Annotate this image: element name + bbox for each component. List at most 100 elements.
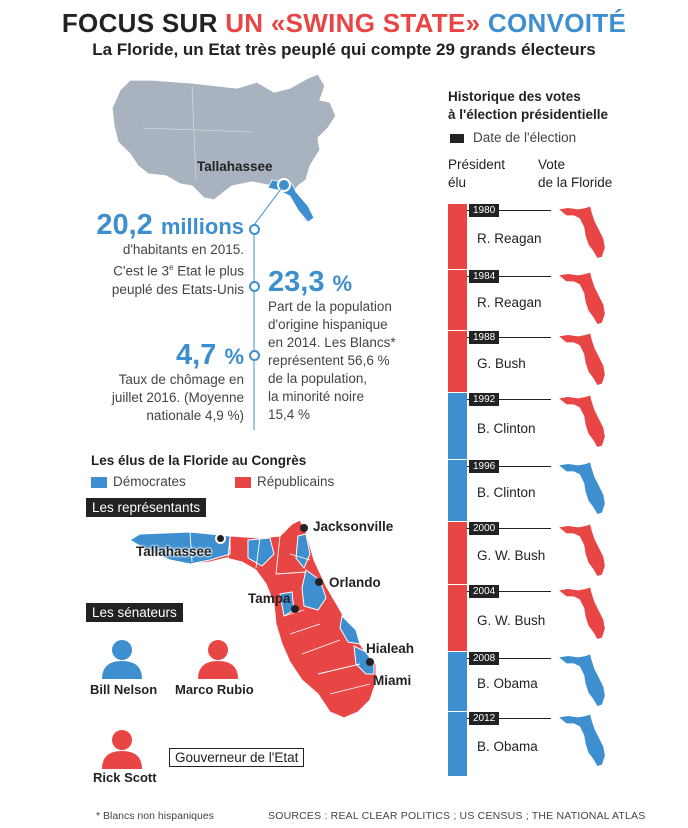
florida-shape xyxy=(130,519,377,719)
unemployment-text: Taux de chômage en juillet 2016. (Moyenn… xyxy=(111,372,244,423)
florida-vote-map-icon xyxy=(559,714,605,767)
president-party-bar xyxy=(448,459,467,521)
president-party-bar xyxy=(448,203,467,269)
person-icon xyxy=(102,640,142,679)
election-separator xyxy=(467,399,551,400)
election-separator xyxy=(467,528,551,529)
election-year: 2008 xyxy=(469,652,500,665)
city-label-hialeah: Hialeah xyxy=(366,641,415,656)
election-year: 2004 xyxy=(469,585,500,598)
president-party-bar xyxy=(448,711,467,776)
city-marker-icon xyxy=(300,524,308,532)
city-label-tampa: Tampa xyxy=(248,591,291,606)
hispanic-figure: 23,3 % xyxy=(268,266,353,298)
unemployment-figure: 4,7 % xyxy=(176,339,244,371)
title-part-3: CONVOITÉ xyxy=(480,8,627,38)
blue-district xyxy=(295,533,311,569)
election-separator xyxy=(467,718,551,719)
election-year: 2012 xyxy=(469,712,500,725)
population-figure: 20,2 millions xyxy=(96,209,244,241)
election-year: 1988 xyxy=(469,331,500,344)
city-label-tallahassee: Tallahassee xyxy=(136,544,212,559)
city-label-miami: Miami xyxy=(373,673,412,688)
president-name: R. Reagan xyxy=(477,231,542,246)
election-separator xyxy=(467,591,551,592)
city-label-orlando: Orlando xyxy=(329,575,381,590)
president-party-bar xyxy=(448,330,467,392)
col-president-header: Président élu xyxy=(448,157,506,190)
hispanic-text: Part de la population d'origine hispaniq… xyxy=(268,299,396,422)
city-marker-icon xyxy=(315,578,323,586)
history-title: Historique des votes à l'élection présid… xyxy=(448,89,609,122)
date-legend-label: Date de l'élection xyxy=(473,130,577,145)
president-name: B. Obama xyxy=(477,676,538,691)
blue-district xyxy=(247,537,275,567)
senators-label: Les sénateurs xyxy=(86,603,183,622)
election-year: 2000 xyxy=(469,522,500,535)
senator-name: Marco Rubio xyxy=(175,682,254,697)
page-subtitle: La Floride, un Etat très peuplé qui comp… xyxy=(92,40,596,59)
election-separator xyxy=(467,658,551,659)
blue-district xyxy=(353,645,375,675)
president-name: G. W. Bush xyxy=(477,548,546,563)
florida-vote-map-icon xyxy=(559,206,605,259)
republican-swatch xyxy=(235,477,251,488)
president-party-bar xyxy=(448,392,467,459)
president-party-bar xyxy=(448,269,467,330)
florida-vote-map-icon xyxy=(559,272,605,325)
president-party-bar xyxy=(448,521,467,584)
title-part-1: FOCUS SUR xyxy=(61,8,226,38)
col-vote-header: Vote de la Floride xyxy=(538,157,613,190)
florida-vote-map-icon xyxy=(559,395,605,448)
president-name: R. Reagan xyxy=(477,295,542,310)
president-party-bar xyxy=(448,651,467,711)
florida-vote-map-icon xyxy=(559,587,605,640)
election-year: 1984 xyxy=(469,270,500,283)
democrat-legend-label: Démocrates xyxy=(113,474,186,489)
president-name: B. Clinton xyxy=(477,421,536,436)
congress-title: Les élus de la Floride au Congrès xyxy=(91,453,307,468)
city-marker-icon xyxy=(215,533,226,544)
population-text: d'habitants en 2015. C'est le 3e Etat le… xyxy=(111,242,244,297)
election-year: 1996 xyxy=(469,460,500,473)
florida-vote-map-icon xyxy=(559,654,605,707)
senator-name: Bill Nelson xyxy=(90,682,158,697)
city-label-jacksonville: Jacksonville xyxy=(313,519,394,534)
president-party-bar xyxy=(448,584,467,651)
governor-name: Rick Scott xyxy=(93,770,157,785)
city-marker-icon xyxy=(291,605,299,613)
president-name: G. W. Bush xyxy=(477,613,546,628)
election-separator xyxy=(467,210,551,211)
election-separator xyxy=(467,337,551,338)
representatives-label: Les représentants xyxy=(86,498,207,517)
president-name: G. Bush xyxy=(477,356,526,371)
election-year: 1992 xyxy=(469,393,500,406)
blue-district xyxy=(339,614,361,645)
person-icon xyxy=(102,730,142,769)
us-map xyxy=(111,73,337,223)
florida-vote-map-icon xyxy=(559,333,605,386)
election-separator xyxy=(467,276,551,277)
florida-vote-map-icon xyxy=(559,524,605,577)
president-name: B. Obama xyxy=(477,739,538,754)
election-year: 1980 xyxy=(469,204,500,217)
republican-legend-label: Républicains xyxy=(257,474,335,489)
page-title: FOCUS SUR UN «SWING STATE» CONVOITÉ xyxy=(0,8,688,39)
blue-district xyxy=(130,531,231,565)
election-separator xyxy=(467,466,551,467)
title-part-2: UN «SWING STATE» xyxy=(225,8,481,38)
stat-marker-icon xyxy=(249,281,260,292)
stat-marker-icon xyxy=(249,350,260,361)
sources: SOURCES : REAL CLEAR POLITICS ; US CENSU… xyxy=(268,810,646,822)
blue-district xyxy=(301,569,327,611)
democrat-swatch xyxy=(91,477,107,488)
city-marker-icon xyxy=(366,658,374,666)
date-legend-swatch xyxy=(450,134,464,143)
person-icon xyxy=(198,640,238,679)
florida-vote-map-icon xyxy=(559,462,605,515)
footnote: * Blancs non hispaniques xyxy=(96,810,214,822)
stat-marker-icon xyxy=(249,224,260,235)
connector-lines xyxy=(253,185,285,430)
president-name: B. Clinton xyxy=(477,485,536,500)
governor-label: Gouverneur de l'Etat xyxy=(169,748,305,767)
